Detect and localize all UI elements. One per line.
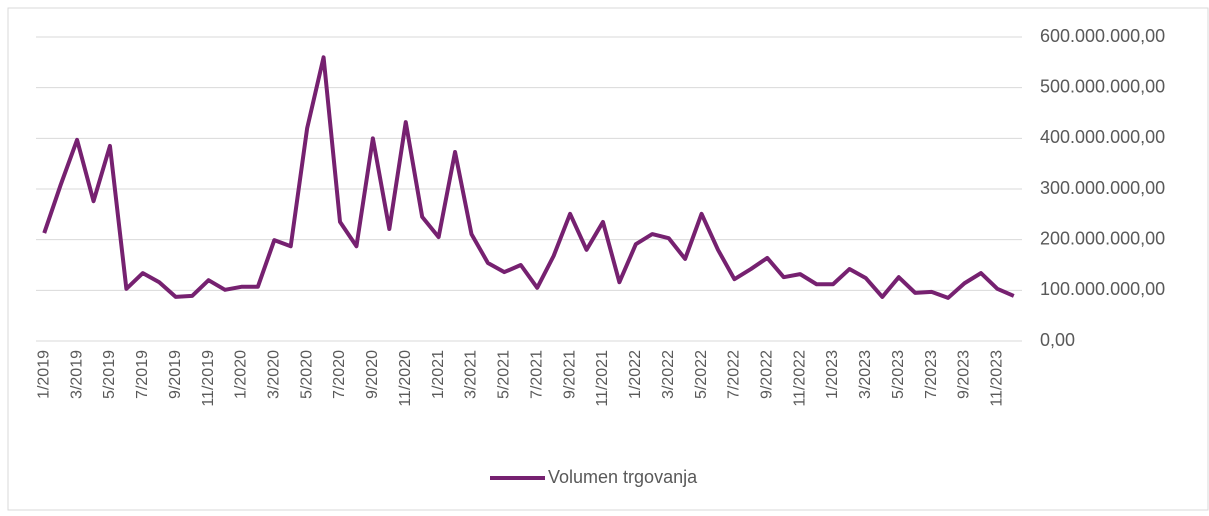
x-tick-label: 5/2020 bbox=[298, 350, 315, 399]
y-tick-label: 200.000.000,00 bbox=[1040, 228, 1165, 248]
chart-border bbox=[7, 7, 1209, 511]
y-tick-label: 0,00 bbox=[1040, 330, 1075, 350]
x-tick-label: 7/2023 bbox=[923, 350, 940, 399]
x-tick-label: 3/2020 bbox=[266, 350, 283, 399]
x-tick-label: 11/2023 bbox=[989, 350, 1006, 407]
y-tick-label: 600.000.000,00 bbox=[1040, 26, 1165, 46]
x-tick-label: 3/2021 bbox=[463, 350, 480, 399]
x-tick-label: 7/2022 bbox=[726, 350, 743, 399]
y-tick-label: 400.000.000,00 bbox=[1040, 127, 1165, 147]
x-tick-label: 1/2022 bbox=[627, 350, 644, 399]
x-tick-label: 11/2019 bbox=[200, 350, 217, 407]
x-tick-label: 5/2023 bbox=[890, 350, 907, 399]
y-tick-label: 500.000.000,00 bbox=[1040, 76, 1165, 96]
legend-label: Volumen trgovanja bbox=[548, 467, 698, 487]
x-tick-label: 5/2021 bbox=[496, 350, 513, 399]
x-tick-label: 9/2023 bbox=[956, 350, 973, 399]
x-tick-label: 1/2019 bbox=[35, 350, 52, 399]
x-tick-label: 9/2021 bbox=[561, 350, 578, 399]
x-tick-label: 3/2019 bbox=[68, 350, 85, 399]
y-tick-label: 300.000.000,00 bbox=[1040, 178, 1165, 198]
x-tick-label: 7/2019 bbox=[134, 350, 151, 399]
y-tick-label: 100.000.000,00 bbox=[1040, 279, 1165, 299]
x-tick-label: 7/2021 bbox=[528, 350, 545, 399]
x-tick-label: 7/2020 bbox=[331, 350, 348, 399]
series-line bbox=[42, 55, 1015, 300]
x-tick-label: 3/2022 bbox=[660, 350, 677, 399]
x-tick-label: 1/2021 bbox=[430, 350, 447, 399]
x-tick-label: 1/2020 bbox=[233, 350, 250, 399]
x-tick-label: 5/2022 bbox=[693, 350, 710, 399]
x-tick-label: 5/2019 bbox=[101, 350, 118, 399]
x-tick-label: 11/2022 bbox=[791, 350, 808, 407]
x-tick-label: 9/2022 bbox=[759, 350, 776, 399]
x-tick-label: 1/2023 bbox=[824, 350, 841, 399]
x-tick-label: 9/2019 bbox=[167, 350, 184, 399]
x-tick-label: 11/2021 bbox=[594, 350, 611, 407]
x-tick-label: 11/2020 bbox=[397, 350, 414, 407]
x-tick-label: 3/2023 bbox=[857, 350, 874, 399]
x-tick-label: 9/2020 bbox=[364, 350, 381, 399]
